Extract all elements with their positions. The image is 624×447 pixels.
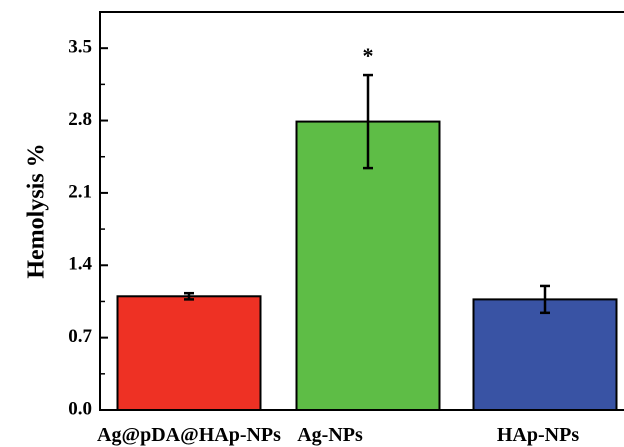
plot-frame xyxy=(99,11,624,411)
bar-2 xyxy=(295,120,441,411)
bar-1 xyxy=(116,295,262,411)
error-bars-layer xyxy=(184,73,550,315)
y-tick-label: 2.8 xyxy=(68,109,92,130)
y-tick-label: 2.1 xyxy=(68,181,92,202)
y-axis-title: Hemolysis % xyxy=(24,143,50,278)
annotations-layer: * xyxy=(363,43,374,68)
significance-annotation: * xyxy=(363,43,374,68)
x-category-label: Ag@pDA@HAp-NPs xyxy=(97,424,281,446)
y-axis-ticks: 0.0 0.7 1.4 2.1 2.8 3.5 xyxy=(68,37,108,419)
x-axis-labels: Ag@pDA@HAp-NPs Ag-NPs HAp-NPs xyxy=(97,424,579,446)
x-category-label: Ag-NPs xyxy=(297,424,363,446)
x-category-label: HAp-NPs xyxy=(497,424,579,446)
bar-3 xyxy=(472,298,618,412)
y-tick-label: 3.5 xyxy=(68,37,92,58)
y-tick-label: 0.7 xyxy=(68,326,92,347)
y-tick-label: 1.4 xyxy=(68,254,92,275)
y-tick-label: 0.0 xyxy=(68,398,92,419)
